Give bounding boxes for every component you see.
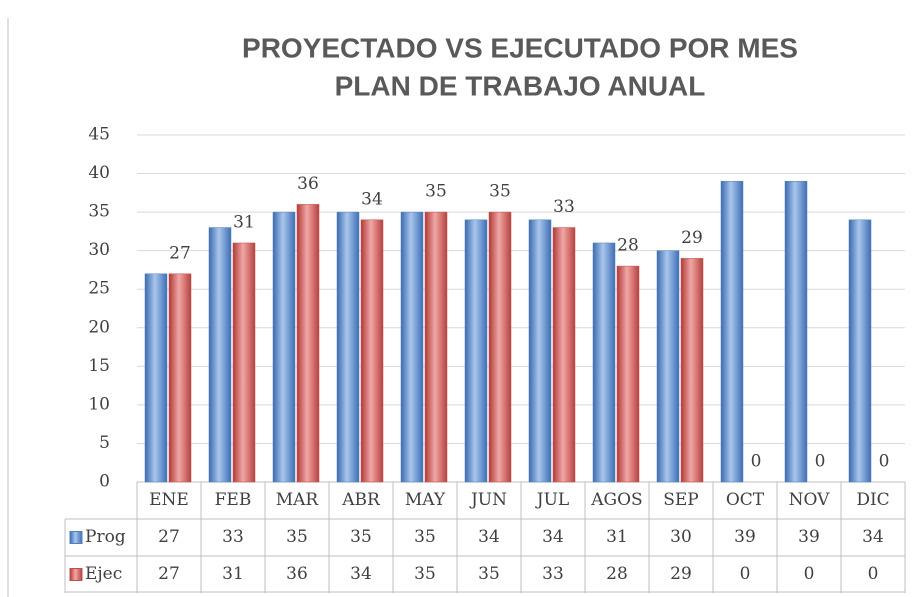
data-label: 35 (425, 182, 447, 202)
x-tick-label: AGOS (590, 490, 642, 510)
table-cell: 35 (414, 527, 436, 547)
table-cell: 35 (414, 564, 436, 584)
y-tick-label: 25 (88, 279, 110, 299)
bar (272, 211, 296, 483)
table-cell: 35 (350, 527, 372, 547)
table-cell: 27 (158, 564, 180, 584)
data-label: 0 (815, 452, 826, 472)
chart-title: PROYECTADO VS EJECUTADO POR MES (242, 32, 798, 63)
bar (616, 265, 640, 483)
x-tick-label: JUL (535, 490, 569, 510)
bar (720, 181, 744, 483)
x-tick-label: OCT (726, 490, 765, 510)
data-label: 33 (553, 197, 575, 217)
bar (592, 242, 616, 483)
bar (488, 211, 512, 483)
y-tick-label: 10 (88, 394, 110, 414)
table-cell: 39 (734, 527, 756, 547)
data-label: 0 (879, 452, 890, 472)
bar (208, 227, 232, 483)
legend-label: Prog (85, 527, 126, 547)
x-tick-label: MAR (276, 490, 320, 510)
data-label: 29 (681, 228, 703, 248)
data-label: 34 (361, 189, 383, 209)
bar (360, 219, 384, 483)
x-tick-label: JUN (469, 490, 507, 510)
table-cell: 28 (606, 564, 628, 584)
x-tick-label: SEP (663, 490, 699, 510)
bar (296, 204, 320, 483)
bar (424, 211, 448, 483)
table-cell: 35 (478, 564, 500, 584)
x-tick-label: MAY (405, 490, 446, 510)
y-tick-label: 5 (99, 433, 110, 453)
data-label: 0 (751, 452, 762, 472)
x-tick-label: NOV (789, 490, 831, 510)
bar (656, 250, 680, 483)
y-tick-label: 0 (99, 472, 110, 492)
table-cell: 29 (670, 564, 692, 584)
bar (680, 258, 704, 483)
data-label: 31 (233, 212, 255, 232)
table-cell: 35 (286, 527, 308, 547)
table-cell: 39 (798, 527, 820, 547)
table-cell: 0 (868, 564, 879, 584)
legend-key (69, 531, 83, 544)
x-tick-label: FEB (215, 490, 252, 510)
y-tick-label: 45 (88, 125, 110, 145)
bar (336, 211, 360, 483)
table-cell: 31 (222, 564, 244, 584)
bar (552, 227, 576, 483)
table-cell: 34 (478, 527, 500, 547)
bar (232, 242, 256, 483)
data-label: 36 (297, 174, 319, 194)
data-label: 28 (617, 236, 639, 256)
table-cell: 36 (286, 564, 308, 584)
y-tick-label: 35 (88, 202, 110, 222)
bar (464, 219, 488, 483)
bar (784, 181, 808, 483)
legend-label: Ejec (85, 564, 122, 584)
bar (144, 273, 168, 483)
chart-title: PLAN DE TRABAJO ANUAL (335, 70, 706, 101)
x-tick-label: ENE (149, 490, 189, 510)
data-label: 35 (489, 182, 511, 202)
table-cell: 0 (740, 564, 751, 584)
x-tick-label: ABR (341, 490, 381, 510)
table-cell: 34 (862, 527, 884, 547)
table-cell: 33 (542, 564, 564, 584)
table-cell: 27 (158, 527, 180, 547)
y-tick-label: 40 (88, 163, 110, 183)
table-cell: 30 (670, 527, 692, 547)
table-cell: 34 (542, 527, 564, 547)
bar (400, 211, 424, 483)
bar (528, 219, 552, 483)
x-tick-label: DIC (856, 490, 889, 510)
table-cell: 0 (804, 564, 815, 584)
table-cell: 34 (350, 564, 372, 584)
bar (848, 219, 872, 483)
legend-key (69, 568, 83, 581)
table-cell: 31 (606, 527, 628, 547)
y-tick-label: 20 (88, 317, 110, 337)
bar (168, 273, 192, 483)
y-tick-label: 15 (88, 356, 110, 376)
table-cell: 33 (222, 527, 244, 547)
data-label: 27 (169, 243, 191, 263)
y-tick-label: 30 (88, 240, 110, 260)
